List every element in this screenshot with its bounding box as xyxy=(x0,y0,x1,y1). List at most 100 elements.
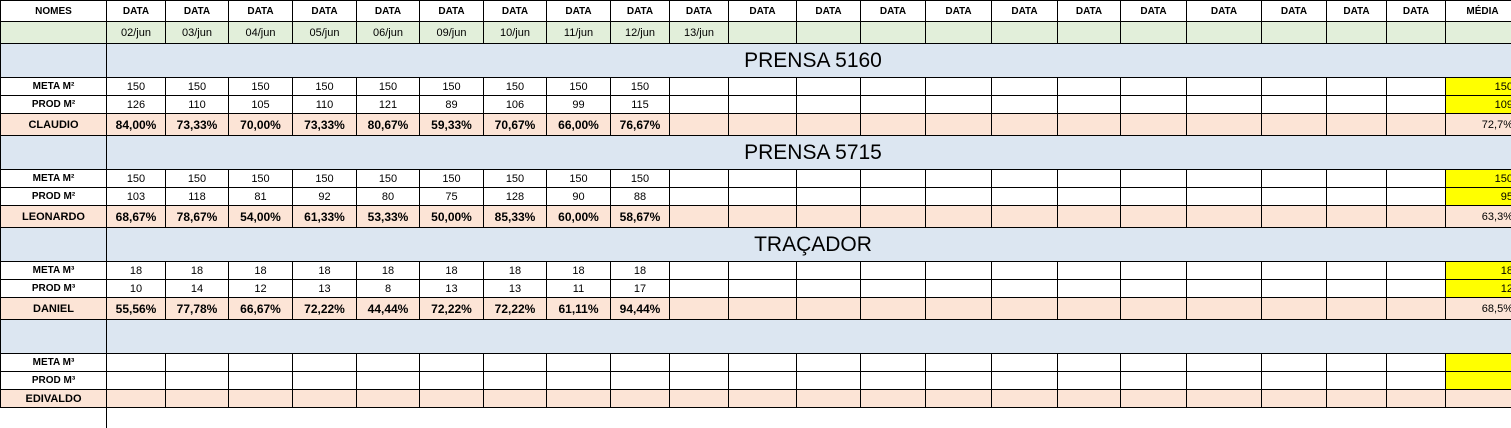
percent-value[interactable] xyxy=(229,390,293,408)
percent-value[interactable]: 59,33% xyxy=(420,114,484,136)
prod-value[interactable] xyxy=(1187,96,1262,114)
meta-value[interactable] xyxy=(926,354,992,372)
prod-value[interactable] xyxy=(1387,96,1446,114)
meta-value[interactable] xyxy=(611,354,670,372)
meta-value[interactable] xyxy=(1121,354,1187,372)
percent-value[interactable]: 76,67% xyxy=(611,114,670,136)
operator-name[interactable]: EDIVALDO xyxy=(1,390,107,408)
meta-value[interactable] xyxy=(1387,354,1446,372)
date-cell[interactable] xyxy=(926,22,992,44)
meta-value[interactable]: 150 xyxy=(611,170,670,188)
dates-label-cell[interactable] xyxy=(1,22,107,44)
date-cell[interactable] xyxy=(1327,22,1387,44)
meta-value[interactable] xyxy=(1121,262,1187,280)
percent-value[interactable]: 72,22% xyxy=(484,298,547,320)
percent-value[interactable]: 80,67% xyxy=(357,114,420,136)
operator-name[interactable]: DANIEL xyxy=(1,298,107,320)
percent-value[interactable]: 61,33% xyxy=(293,206,357,228)
prod-value[interactable] xyxy=(1121,96,1187,114)
percent-value[interactable] xyxy=(729,298,797,320)
header-data[interactable]: DATA xyxy=(420,1,484,22)
percent-value[interactable]: 72,22% xyxy=(420,298,484,320)
date-cell[interactable] xyxy=(1058,22,1121,44)
meta-value[interactable] xyxy=(293,354,357,372)
prod-value[interactable]: 90 xyxy=(547,188,611,206)
header-data[interactable]: DATA xyxy=(1262,1,1327,22)
prod-value[interactable]: 10 xyxy=(107,280,166,298)
meta-value[interactable]: 18 xyxy=(547,262,611,280)
meta-average[interactable]: 150 xyxy=(1446,78,1511,96)
prod-value[interactable] xyxy=(797,372,861,390)
percent-value[interactable]: 70,67% xyxy=(484,114,547,136)
meta-value[interactable] xyxy=(797,78,861,96)
percent-average[interactable]: 63,3% xyxy=(1446,206,1511,228)
prod-value[interactable] xyxy=(861,96,926,114)
meta-value[interactable]: 150 xyxy=(166,170,229,188)
meta-average[interactable]: 150 xyxy=(1446,170,1511,188)
meta-value[interactable] xyxy=(1262,170,1327,188)
meta-value[interactable] xyxy=(992,354,1058,372)
prod-value[interactable] xyxy=(1327,188,1387,206)
meta-value[interactable] xyxy=(1058,78,1121,96)
percent-value[interactable] xyxy=(1058,206,1121,228)
header-data[interactable]: DATA xyxy=(484,1,547,22)
percent-value[interactable] xyxy=(926,390,992,408)
percent-value[interactable] xyxy=(1262,390,1327,408)
percent-value[interactable] xyxy=(1121,206,1187,228)
percent-value[interactable]: 72,22% xyxy=(293,298,357,320)
prod-value[interactable]: 128 xyxy=(484,188,547,206)
meta-value[interactable] xyxy=(992,78,1058,96)
header-data[interactable]: DATA xyxy=(1387,1,1446,22)
meta-value[interactable] xyxy=(166,354,229,372)
prod-value[interactable] xyxy=(1327,372,1387,390)
meta-value[interactable]: 18 xyxy=(420,262,484,280)
percent-value[interactable] xyxy=(861,206,926,228)
meta-value[interactable] xyxy=(357,354,420,372)
meta-value[interactable] xyxy=(1387,170,1446,188)
meta-value[interactable] xyxy=(1387,78,1446,96)
prod-label[interactable]: PROD M² xyxy=(1,188,107,206)
meta-value[interactable] xyxy=(547,354,611,372)
prod-value[interactable]: 92 xyxy=(293,188,357,206)
percent-value[interactable]: 85,33% xyxy=(484,206,547,228)
prod-value[interactable]: 121 xyxy=(357,96,420,114)
date-cell[interactable] xyxy=(729,22,797,44)
header-data[interactable]: DATA xyxy=(357,1,420,22)
meta-value[interactable] xyxy=(1327,262,1387,280)
prod-value[interactable] xyxy=(926,188,992,206)
prod-value[interactable]: 14 xyxy=(166,280,229,298)
date-cell[interactable]: 09/jun xyxy=(420,22,484,44)
percent-value[interactable] xyxy=(1121,114,1187,136)
meta-value[interactable] xyxy=(797,170,861,188)
meta-label[interactable]: META M³ xyxy=(1,262,107,280)
prod-label[interactable]: PROD M³ xyxy=(1,372,107,390)
percent-value[interactable]: 50,00% xyxy=(420,206,484,228)
date-cell[interactable]: 12/jun xyxy=(611,22,670,44)
date-cell[interactable]: 05/jun xyxy=(293,22,357,44)
meta-value[interactable] xyxy=(670,78,729,96)
prod-value[interactable] xyxy=(229,372,293,390)
meta-value[interactable] xyxy=(797,262,861,280)
prod-value[interactable]: 81 xyxy=(229,188,293,206)
prod-value[interactable]: 103 xyxy=(107,188,166,206)
date-cell[interactable] xyxy=(1187,22,1262,44)
prod-value[interactable]: 12 xyxy=(229,280,293,298)
prod-value[interactable]: 110 xyxy=(166,96,229,114)
prod-value[interactable] xyxy=(729,372,797,390)
prod-value[interactable] xyxy=(1058,188,1121,206)
meta-value[interactable] xyxy=(926,262,992,280)
section-label-cell[interactable] xyxy=(1,44,107,78)
percent-value[interactable] xyxy=(1387,390,1446,408)
prod-label[interactable]: PROD M² xyxy=(1,96,107,114)
prod-value[interactable] xyxy=(729,96,797,114)
meta-value[interactable] xyxy=(420,354,484,372)
percent-value[interactable] xyxy=(670,206,729,228)
header-data[interactable]: DATA xyxy=(1058,1,1121,22)
date-cell[interactable] xyxy=(1121,22,1187,44)
meta-value[interactable] xyxy=(1262,262,1327,280)
trailing-cell[interactable] xyxy=(107,408,1511,428)
percent-value[interactable] xyxy=(1262,298,1327,320)
meta-value[interactable] xyxy=(926,170,992,188)
percent-value[interactable] xyxy=(1058,298,1121,320)
meta-value[interactable] xyxy=(670,262,729,280)
